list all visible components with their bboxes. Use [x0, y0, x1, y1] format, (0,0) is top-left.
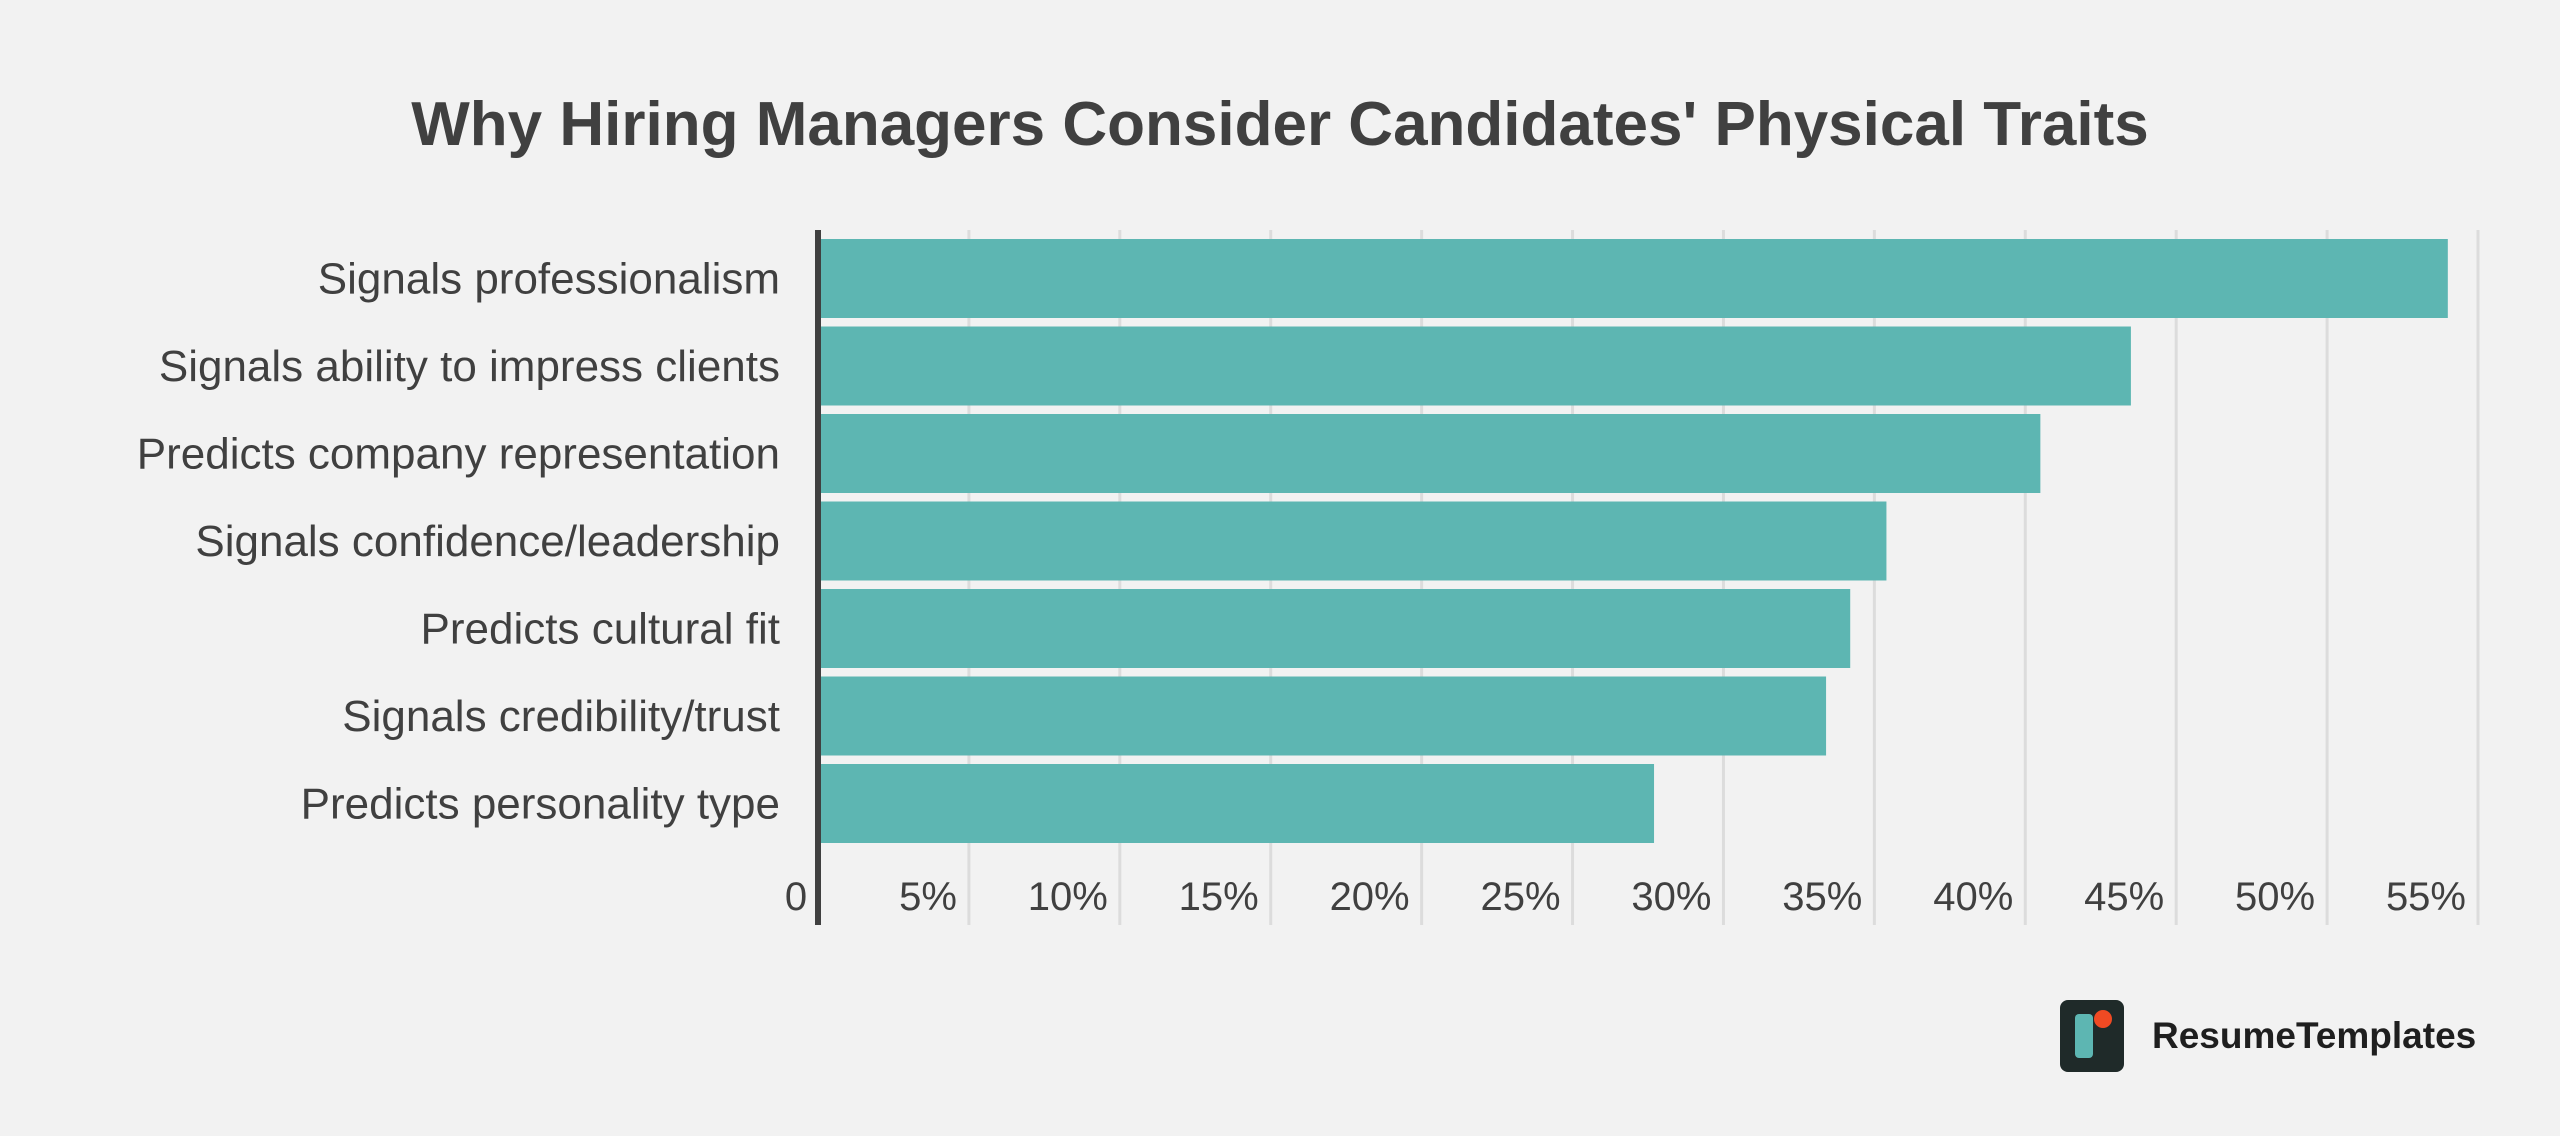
- bar: [818, 414, 2041, 493]
- bar: [818, 501, 1887, 581]
- x-tick-label: 40%: [1933, 875, 2013, 919]
- brand: ResumeTemplates: [2060, 1000, 2476, 1072]
- chart-title: Why Hiring Managers Consider Candidates'…: [411, 90, 2148, 159]
- category-label: Signals professionalism: [318, 255, 780, 304]
- category-label: Signals credibility/trust: [342, 692, 780, 741]
- category-label: Signals confidence/leadership: [195, 517, 780, 566]
- x-tick-label: 30%: [1631, 875, 1711, 919]
- x-tick-labels: 0 5% 10% 15% 20% 25% 30% 35% 40% 45% 50% 55%: [785, 875, 2466, 919]
- x-tick-label: 45%: [2084, 875, 2164, 919]
- x-tick-label: 35%: [1782, 875, 1862, 919]
- brand-name: ResumeTemplates: [2152, 1015, 2477, 1056]
- bar: [818, 326, 2131, 406]
- category-label: Predicts cultural fit: [421, 605, 780, 654]
- x-tick-label: 5%: [899, 875, 957, 919]
- resumetemplates-logo-icon: [2060, 1000, 2124, 1072]
- bar: [818, 589, 1851, 668]
- x-tick-label: 15%: [1179, 875, 1259, 919]
- x-tick-label: 25%: [1480, 875, 1560, 919]
- category-label: Predicts personality type: [301, 780, 780, 829]
- x-tick-label: 50%: [2235, 875, 2315, 919]
- category-label: Signals ability to impress clients: [159, 342, 780, 391]
- category-labels: Signals professionalism Signals ability t…: [137, 255, 780, 829]
- x-tick-label: 0: [785, 875, 807, 919]
- bar: [818, 764, 1655, 843]
- x-tick-label: 55%: [2386, 875, 2466, 919]
- category-label: Predicts company representation: [137, 430, 780, 479]
- bars: [818, 239, 2448, 843]
- bar: [818, 239, 2448, 318]
- x-tick-label: 10%: [1028, 875, 1108, 919]
- x-tick-label: 20%: [1330, 875, 1410, 919]
- bar: [818, 676, 1827, 756]
